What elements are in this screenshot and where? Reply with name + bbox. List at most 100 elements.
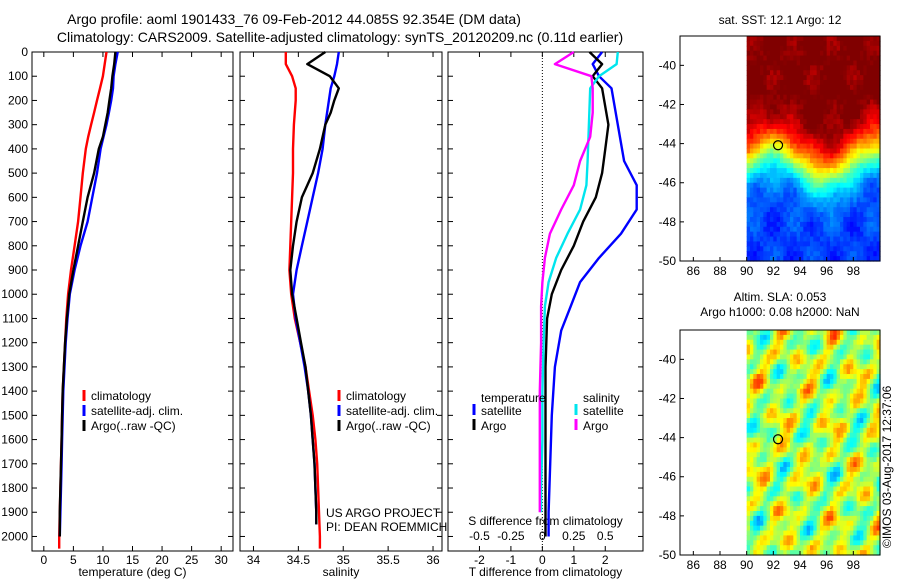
heatmap-cell (813, 334, 818, 341)
heatmap-cell (783, 55, 788, 62)
heatmap-cell (833, 65, 838, 71)
heatmap-cell (873, 506, 878, 512)
heatmap-cell (746, 442, 751, 448)
heatmap-cell (816, 99, 821, 106)
heatmap-cell (773, 241, 778, 247)
heatmap-cell (833, 138, 838, 145)
heatmap-cell (786, 437, 791, 444)
heatmap-cell (856, 525, 861, 532)
heatmap-cell (830, 378, 834, 385)
heatmap-cell (763, 148, 768, 154)
heatmap-cell (803, 246, 808, 252)
heatmap-cell (816, 212, 821, 218)
heatmap-cell (813, 545, 818, 551)
heatmap-cell (856, 114, 861, 120)
heatmap-cell (830, 476, 834, 483)
heatmap-cell (766, 442, 771, 448)
heatmap-cell (766, 334, 771, 341)
heatmap-cell (786, 256, 791, 262)
heatmap-cell (756, 334, 761, 341)
heatmap-cell (876, 99, 881, 106)
heatmap-cell (870, 99, 874, 106)
heatmap-cell (803, 364, 808, 370)
heatmap-cell (813, 124, 818, 130)
heatmap-cell (823, 403, 828, 409)
heatmap-cell (850, 515, 854, 522)
heatmap-cell (763, 84, 768, 91)
heatmap-cell (830, 422, 834, 429)
heatmap-cell (770, 330, 774, 336)
heatmap-cell (833, 241, 838, 247)
heatmap-cell (843, 447, 848, 453)
heatmap-cell (756, 530, 761, 537)
heatmap-cell (803, 354, 808, 360)
heatmap-cell (850, 452, 854, 458)
heatmap-cell (843, 354, 848, 360)
heatmap-cell (850, 408, 854, 414)
heatmap-cell (746, 530, 751, 537)
heatmap-cell (816, 437, 821, 444)
heatmap-cell (830, 104, 834, 110)
heatmap-cell (860, 408, 864, 414)
heatmap-cell (800, 55, 804, 62)
heatmap-cell (786, 491, 791, 497)
heatmap-cell (763, 172, 768, 179)
heatmap-cell (806, 241, 811, 247)
heatmap-cell (810, 99, 814, 106)
heatmap-cell (860, 466, 864, 473)
heatmap-cell (833, 535, 838, 541)
heatmap-cell (866, 413, 871, 419)
heatmap-cell (763, 506, 768, 512)
heatmap-cell (790, 510, 794, 517)
heatmap-cell (866, 447, 871, 453)
heatmap-cell (766, 119, 771, 125)
heatmap-cell (763, 50, 768, 57)
heatmap-cell (853, 515, 858, 522)
heatmap-cell (756, 172, 761, 179)
heatmap-cell (756, 89, 761, 96)
heatmap-cell (810, 486, 814, 493)
heatmap-cell (846, 55, 851, 62)
heatmap-cell (756, 128, 761, 135)
heatmap-cell (803, 172, 808, 179)
heatmap-cell (753, 148, 758, 154)
heatmap-cell (816, 40, 821, 47)
heatmap-cell (803, 207, 808, 213)
heatmap-cell (786, 84, 791, 91)
heatmap-cell (800, 462, 804, 468)
heatmap-cell (856, 172, 861, 179)
heatmap-cell (820, 418, 824, 424)
heatmap-cell (803, 202, 808, 208)
heatmap-cell (756, 403, 761, 409)
heatmap-cell (856, 364, 861, 370)
heatmap-cell (803, 153, 808, 159)
heatmap-cell (800, 550, 804, 556)
heatmap-cell (806, 70, 811, 76)
heatmap-cell (816, 427, 821, 434)
heatmap-cell (860, 143, 864, 150)
heatmap-cell (866, 236, 871, 243)
heatmap-cell (870, 540, 874, 546)
heatmap-cell (790, 486, 794, 493)
heatmap-cell (816, 349, 821, 356)
heatmap-cell (793, 525, 798, 532)
heatmap-cell (833, 128, 838, 135)
heatmap-cell (756, 75, 761, 81)
heatmap-cell (810, 550, 814, 556)
heatmap-cell (876, 256, 881, 262)
heatmap-cell (763, 486, 768, 493)
heatmap-cell (823, 427, 828, 434)
heatmap-cell (856, 510, 861, 517)
heatmap-cell (773, 187, 778, 194)
heatmap-cell (756, 133, 761, 140)
heatmap-cell (796, 413, 801, 419)
heatmap-cell (796, 60, 801, 66)
heatmap-cell (746, 45, 751, 52)
heatmap-cell (760, 374, 764, 380)
heatmap-cell (813, 168, 818, 174)
heatmap-cell (753, 510, 758, 517)
heatmap-cell (800, 89, 804, 96)
x-tick-label: -1 (506, 553, 517, 567)
heatmap-cell (830, 119, 834, 125)
heatmap-cell (860, 168, 864, 174)
